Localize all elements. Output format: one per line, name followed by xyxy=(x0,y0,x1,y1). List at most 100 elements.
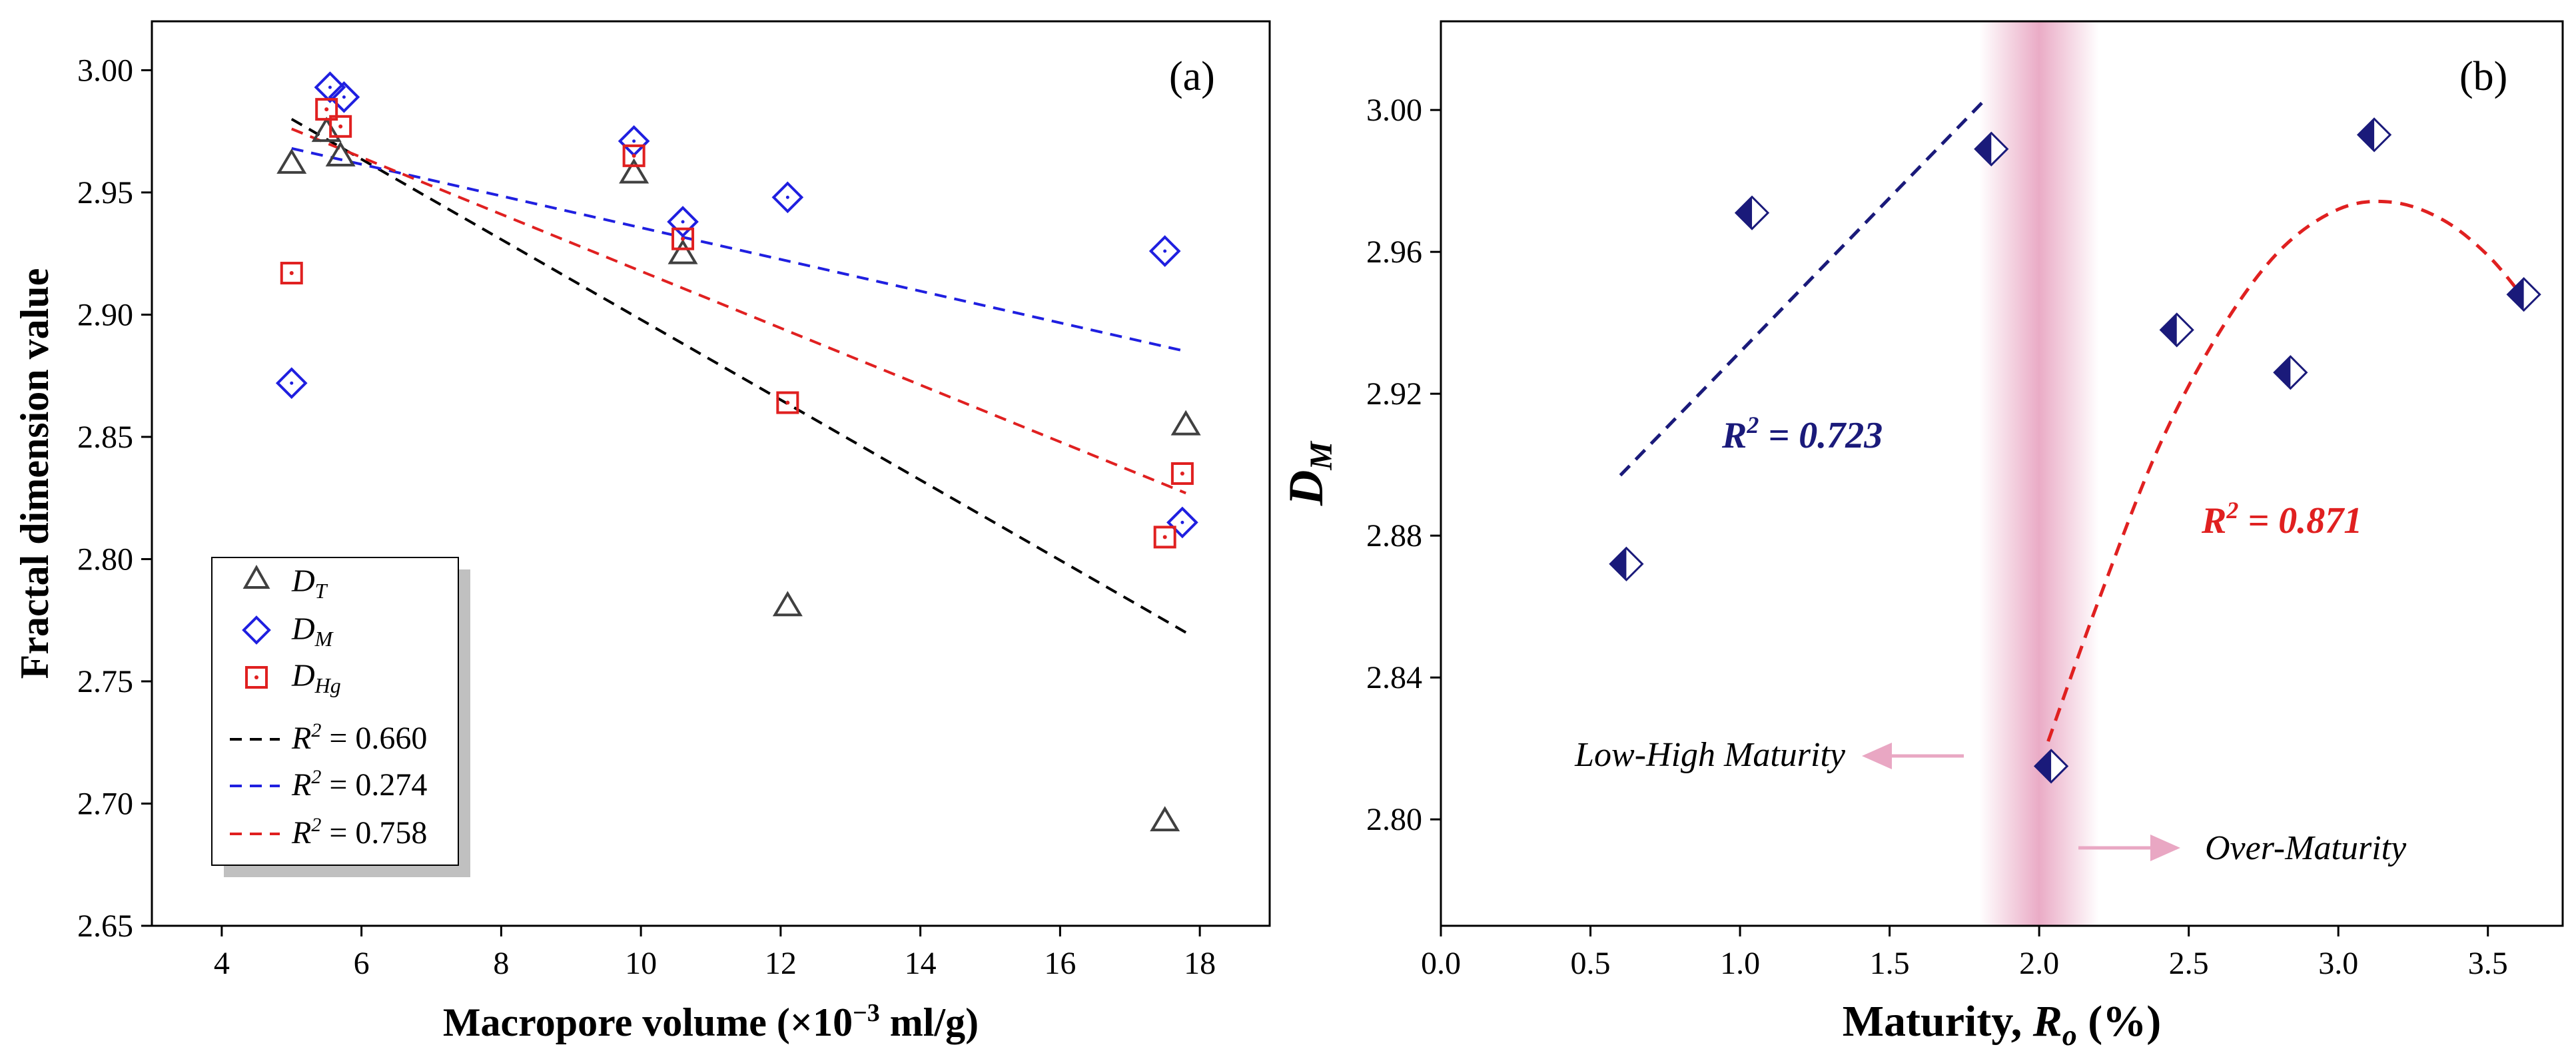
point-dm xyxy=(667,206,699,238)
legend-fit-blue-val: = 0.274 xyxy=(321,767,427,803)
legend-fit-black-val: = 0.660 xyxy=(321,721,427,756)
panel-a-data-points xyxy=(275,71,1201,832)
point-dm-maturity xyxy=(2356,117,2392,153)
point-dm xyxy=(314,71,346,103)
legend-dt-main: D xyxy=(291,563,315,599)
panel-b-y-tick-label: 2.88 xyxy=(1366,518,1422,553)
legend-fit-black-r: R xyxy=(291,721,311,756)
svg-text:R2 = 0.660: R2 = 0.660 xyxy=(291,719,427,756)
point-diamond-half xyxy=(1610,547,1627,580)
panel-b-x-tick-label: 0.0 xyxy=(1421,946,1461,981)
point-dm-center xyxy=(290,381,294,385)
point-dm-maturity xyxy=(1974,131,2009,167)
panel-a-y-tick-label: 2.80 xyxy=(77,541,133,577)
point-dm xyxy=(328,81,360,113)
point-diamond-half xyxy=(2358,119,2375,151)
point-dm-center xyxy=(632,139,636,143)
panel-b-x-tick-label: 2.0 xyxy=(2019,946,2059,981)
point-dm-maturity xyxy=(2506,276,2541,312)
fit-label-curve: R2 = 0.871 xyxy=(2201,497,2362,541)
point-diamond-half xyxy=(2507,278,2524,311)
point-diamond-half xyxy=(2274,356,2291,389)
point-diamond-half xyxy=(1975,133,1992,165)
legend-item-fit-blue: R2 = 0.274 xyxy=(230,766,427,803)
legend-fit-blue-r: R xyxy=(291,767,311,803)
point-dhg xyxy=(329,115,352,138)
point-dt xyxy=(1170,410,1201,436)
panel-b-y-tick-label: 2.96 xyxy=(1366,234,1422,270)
point-dhg-center xyxy=(324,107,329,112)
legend-item-dm: DM xyxy=(242,611,334,651)
panel-a-y-tick-label: 2.95 xyxy=(77,175,133,210)
point-dhg xyxy=(622,144,645,167)
point-dhg xyxy=(280,262,303,285)
annotation-low-high-maturity: Low-High Maturity xyxy=(1574,736,1846,774)
panel-b-x-tick-label: 1.0 xyxy=(1720,946,1760,981)
panel-a-y-tick-label: 2.85 xyxy=(77,420,133,455)
panel-a-y-tick-label: 2.70 xyxy=(77,786,133,821)
panel-a-x-axis-title: Macropore volume (×10−3 ml/g) xyxy=(443,999,979,1044)
panel-a-axis-ticks: 4 6 8 10 12 14 16 18 2.65 2.70 2.75 2.80 2.85 2.90 2.9… xyxy=(77,53,1216,981)
panel-b-fit-lines xyxy=(1619,98,2525,742)
point-dm-maturity xyxy=(2033,749,2069,784)
panel-b-y-tick-label: 2.80 xyxy=(1366,802,1422,837)
point-dhg xyxy=(671,227,695,250)
maturity-boundary-band xyxy=(1979,21,2099,926)
point-dm-maturity xyxy=(2159,312,2194,348)
point-dm xyxy=(1166,506,1198,539)
panel-a-fit-lines xyxy=(290,118,1187,634)
point-dt xyxy=(667,238,698,264)
point-dm-center xyxy=(785,195,789,199)
panel-a-x-tick-label: 8 xyxy=(493,946,509,981)
panel-a-chart: 4 6 8 10 12 14 16 18 2.65 2.70 2.75 2.80 2.85 2.90 2.9… xyxy=(13,20,1271,1044)
point-dhg xyxy=(776,391,799,414)
point-dm xyxy=(275,367,308,400)
panel-b-x-tick-label: 2.5 xyxy=(2169,946,2209,981)
legend-dt-sub: T xyxy=(315,579,328,603)
legend-fit-red-r: R xyxy=(291,815,311,851)
panel-b-label: (b) xyxy=(2459,54,2507,99)
point-diamond-half xyxy=(1736,196,1753,229)
point-dhg-center xyxy=(338,124,343,129)
legend-diamond-icon xyxy=(242,615,271,645)
panel-a-plot-frame xyxy=(151,20,1271,927)
legend-item-fit-black: R2 = 0.660 xyxy=(230,719,427,756)
svg-text:R2 = 0.758: R2 = 0.758 xyxy=(291,814,427,851)
point-diamond-half xyxy=(2160,314,2177,346)
panel-b-x-axis-title: Maturity, Ro (%) xyxy=(1843,997,2161,1052)
point-dm-center xyxy=(1180,520,1184,524)
panel-a-y-tick-label: 3.00 xyxy=(77,53,133,88)
legend-triangle-icon xyxy=(242,564,270,589)
panel-a-x-tick-label: 16 xyxy=(1044,946,1076,981)
point-dhg xyxy=(315,98,338,121)
point-dm xyxy=(1148,235,1181,267)
svg-text:DT: DT xyxy=(291,563,328,603)
point-dt xyxy=(311,117,342,143)
point-dt xyxy=(772,591,803,617)
legend-item-dt: DT xyxy=(242,563,328,603)
fit-line-dm xyxy=(291,147,1186,353)
fit-line-dhg xyxy=(290,127,1186,495)
panel-a-x-tick-label: 4 xyxy=(214,946,230,981)
legend-dhg-sub: Hg xyxy=(314,673,341,697)
point-dm-center xyxy=(328,85,332,89)
point-dhg xyxy=(1153,526,1176,549)
panel-a-y-tick-label: 2.75 xyxy=(77,664,133,699)
panel-b-x-tick-label: 0.5 xyxy=(1571,946,1611,981)
panel-b-chart: 0.0 0.5 1.0 1.5 2.0 2.5 3.0 3.5 2.80 2.84 2.88 2.92… xyxy=(1279,20,2564,1052)
panel-a-label: (a) xyxy=(1169,54,1215,99)
point-dhg-center xyxy=(681,236,685,241)
panel-b-y-tick-label: 2.84 xyxy=(1366,660,1422,695)
panel-b-x-tick-label: 1.5 xyxy=(1870,946,1910,981)
point-dt xyxy=(619,158,649,184)
point-dm-maturity xyxy=(1734,195,1770,230)
legend-box xyxy=(211,557,459,866)
panel-a-x-tick-label: 14 xyxy=(905,946,937,981)
panel-a-y-tick-label: 2.65 xyxy=(77,908,133,944)
panel-a-y-tick-label: 2.90 xyxy=(77,297,133,332)
legend-square-dot-icon xyxy=(254,675,258,679)
point-dhg-center xyxy=(1162,535,1167,539)
svg-text:R2 = 0.274: R2 = 0.274 xyxy=(291,766,427,803)
panel-a-x-tick-label: 18 xyxy=(1184,946,1216,981)
